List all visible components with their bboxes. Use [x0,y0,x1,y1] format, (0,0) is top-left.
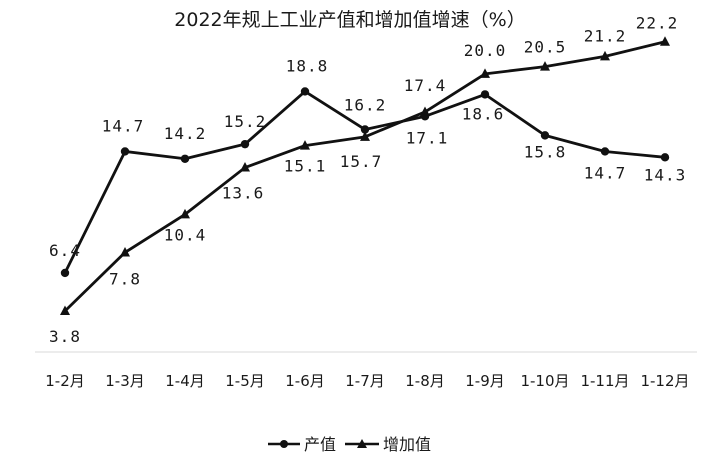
data-label-value-added: 22.2 [636,14,679,33]
data-label-value-added: 7.8 [109,269,141,288]
x-tick-label: 1-8月 [405,372,445,390]
x-tick-label: 1-12月 [640,372,689,390]
data-label-value-added: 15.1 [284,157,327,176]
data-point-value-added [360,131,370,141]
x-tick-label: 1-6月 [285,372,325,390]
x-axis-ticks: 1-2月 1-3月 1-4月 1-5月 1-6月 1-7月 1-8月 1-9月 1-10月 1-1… [45,372,689,390]
data-point-output-value [360,125,370,134]
data-label-output-value: 17.1 [406,128,449,147]
data-label-output-value: 16.2 [344,96,387,115]
legend-label-value-added: 增加值 [383,435,431,454]
x-tick-label: 1-7月 [345,372,385,390]
data-label-output-value: 18.6 [462,104,505,123]
data-label-output-value: 18.8 [286,56,329,75]
legend-circle-marker-icon [280,440,288,448]
data-point-output-value [120,147,130,156]
data-point-output-value [240,139,250,149]
data-label-value-added: 3.8 [49,327,81,346]
data-label-output-value: 14.3 [644,165,687,184]
data-label-output-value: 6.4 [49,241,81,260]
data-label-output-value: 14.7 [102,116,145,135]
data-label-value-added: 21.2 [584,26,627,45]
data-labels: 6.4 14.7 14.2 15.2 18.8 16.2 17.1 18.6 15.8 14.7 1… [49,14,687,346]
series-line-value-added [63,40,667,313]
data-point-value-added [600,50,610,61]
x-tick-label: 1-2月 [45,372,85,390]
x-tick-label: 1-11月 [580,372,629,390]
data-label-output-value: 14.7 [584,163,627,182]
data-label-value-added: 20.5 [524,38,567,57]
data-label-value-added: 17.4 [404,76,447,95]
legend-item-output-value: 产值 [268,435,336,454]
data-point-output-value [660,153,670,162]
x-tick-label: 1-3月 [105,372,145,390]
data-label-value-added: 13.6 [222,184,265,203]
data-point-value-added [240,162,250,172]
data-label-output-value: 14.2 [164,124,207,143]
data-point-value-added [540,61,550,71]
data-point-value-added [420,106,430,116]
data-point-output-value [540,131,550,140]
data-point-value-added [660,36,670,46]
series-layer [60,36,670,315]
data-label-value-added: 20.0 [464,41,507,60]
x-tick-label: 1-5月 [225,372,265,390]
x-tick-label: 1-10月 [520,372,569,390]
data-point-output-value [480,90,490,99]
data-label-output-value: 15.2 [224,112,267,131]
x-tick-label: 1-4月 [165,372,205,390]
data-point-output-value [180,154,190,163]
legend: 产值 增加值 [268,435,431,454]
legend-triangle-marker-icon [357,439,367,448]
data-point-value-added [180,208,190,219]
data-label-value-added: 15.7 [340,152,383,171]
x-tick-label: 1-9月 [465,372,505,390]
data-point-output-value [60,268,70,278]
data-label-output-value: 15.8 [524,142,567,161]
series-line-output-value [63,90,667,275]
data-point-value-added [300,140,310,150]
data-point-output-value [300,87,310,96]
data-point-value-added [60,305,70,315]
chart-title: 2022年规上工业产值和增加值增速（%） [174,9,525,31]
legend-label-output-value: 产值 [304,435,336,454]
data-point-value-added [480,68,490,78]
data-point-value-added [120,246,130,257]
data-point-output-value [600,147,610,156]
data-label-value-added: 10.4 [164,225,207,244]
legend-item-value-added: 增加值 [345,435,431,454]
